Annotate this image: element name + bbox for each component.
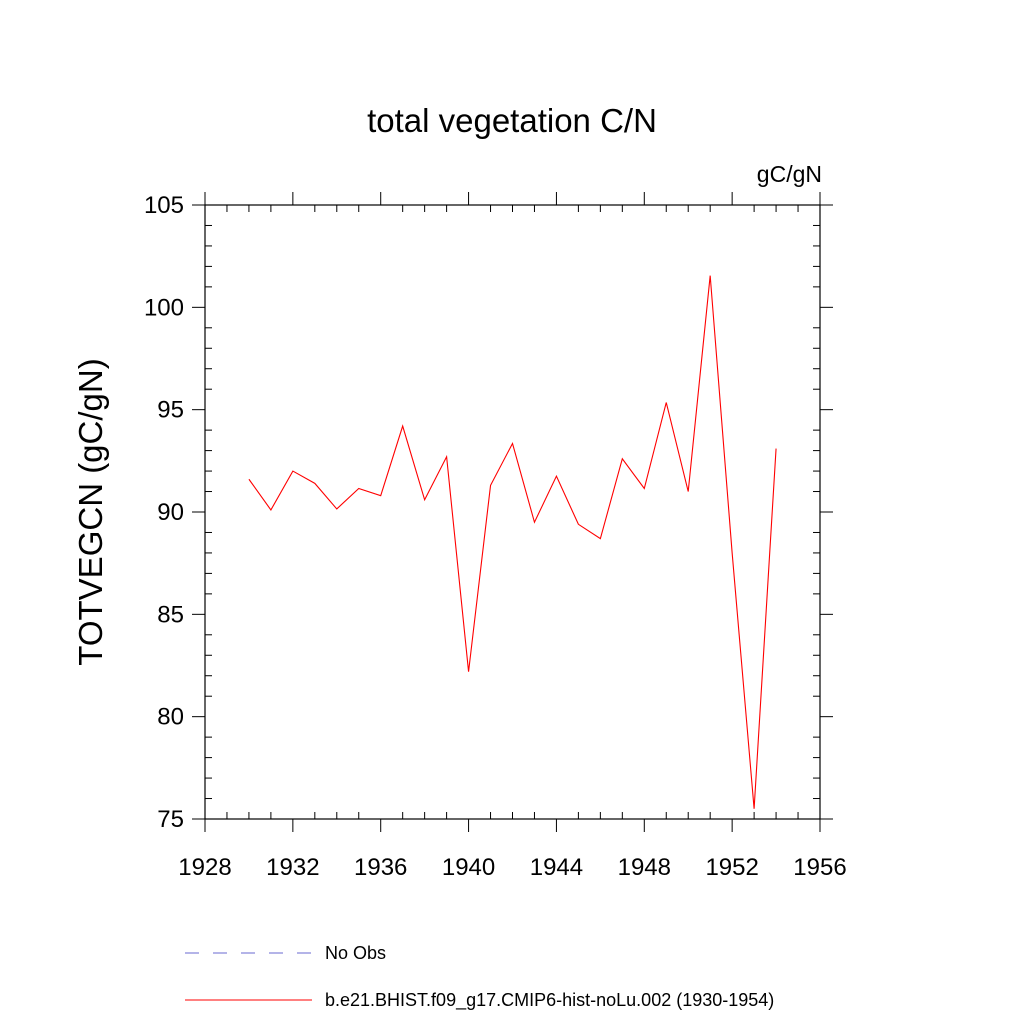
- y-axis-label: TOTVEGCN (gC/gN): [72, 358, 109, 665]
- x-tick-label: 1932: [266, 854, 319, 881]
- plot-frame: [204, 204, 821, 820]
- x-tick-label: 1948: [618, 854, 671, 881]
- y-tick-label: 80: [157, 704, 184, 731]
- units-label: gC/gN: [757, 161, 822, 187]
- y-tick-label: 105: [144, 192, 184, 219]
- axis-ticks: [192, 192, 833, 832]
- series-line-0: [248, 275, 777, 809]
- y-tick-label: 95: [157, 397, 184, 424]
- x-tick-label: 1952: [705, 854, 758, 881]
- tick-labels: 1928 1932 1936 1940 1944 1948 1952 1956 75 80 85 90…: [144, 192, 847, 881]
- legend-label-model-run: b.e21.BHIST.f09_g17.CMIP6-hist-noLu.002 …: [325, 990, 774, 1011]
- chart-title: total vegetation C/N: [367, 102, 657, 139]
- x-tick-label: 1956: [793, 854, 846, 881]
- legend-label-no-obs: No Obs: [325, 943, 386, 963]
- x-tick-label: 1928: [178, 854, 231, 881]
- y-tick-label: 75: [157, 806, 184, 833]
- y-tick-label: 85: [157, 601, 184, 628]
- x-tick-label: 1944: [530, 854, 583, 881]
- x-tick-label: 1936: [354, 854, 407, 881]
- series-lines: [248, 275, 777, 809]
- y-tick-label: 90: [157, 499, 184, 526]
- legend: No Obs b.e21.BHIST.f09_g17.CMIP6-hist-no…: [185, 943, 774, 1011]
- y-tick-label: 100: [144, 294, 184, 321]
- x-tick-label: 1940: [442, 854, 495, 881]
